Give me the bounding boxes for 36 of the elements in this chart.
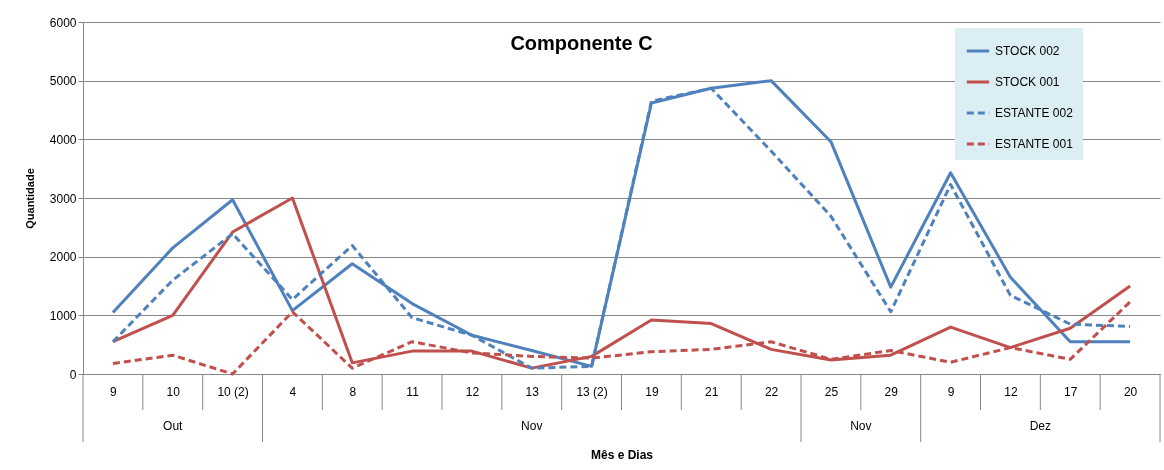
y-tick-label: 2000 (49, 250, 77, 265)
x-tick-label: 10 (2) (217, 384, 249, 399)
x-tick-label: 25 (824, 384, 839, 399)
legend-label: ESTANTE 002 (995, 106, 1074, 120)
x-tick-label: 8 (349, 384, 357, 399)
x-tick-label: 12 (1004, 384, 1018, 399)
x-tick-label: 9 (947, 384, 955, 399)
x-tick-label: 29 (884, 384, 899, 399)
y-tick-label: 4000 (49, 132, 77, 147)
x-tick-label: 11 (406, 384, 420, 399)
y-tick-label: 1000 (49, 308, 77, 323)
x-tick-label: 20 (1123, 384, 1138, 399)
text: Componente C (510, 32, 653, 54)
legend-label: ESTANTE 001 (995, 137, 1074, 151)
y-axis-title: Quantidade (23, 168, 36, 229)
text: Nov (850, 419, 872, 433)
x-tick-label: 17 (1064, 384, 1078, 399)
x-tick-label: 21 (705, 384, 719, 399)
x-tick-label: 10 (166, 384, 181, 399)
x-tick-label: 22 (764, 384, 779, 399)
legend-label: STOCK 001 (995, 75, 1060, 89)
y-tick-label: 3000 (49, 191, 77, 206)
x-tick-label: 19 (645, 384, 659, 399)
x-tick-label: 13 (525, 384, 540, 399)
y-tick-label: 0 (69, 367, 77, 382)
y-tick-label: 5000 (49, 74, 77, 89)
text: Dez (1029, 419, 1052, 433)
x-tick-label: 13 (2) (576, 384, 608, 399)
y-tick-label: 6000 (49, 15, 77, 30)
x-tick-label: 4 (289, 384, 297, 399)
x-tick-label: 9 (110, 384, 118, 399)
text: Nov (521, 419, 543, 433)
x-axis-title: Mês e Dias (590, 447, 654, 462)
text: Out (163, 419, 184, 433)
legend-label: STOCK 002 (995, 44, 1060, 58)
x-tick-label: 12 (465, 384, 480, 399)
